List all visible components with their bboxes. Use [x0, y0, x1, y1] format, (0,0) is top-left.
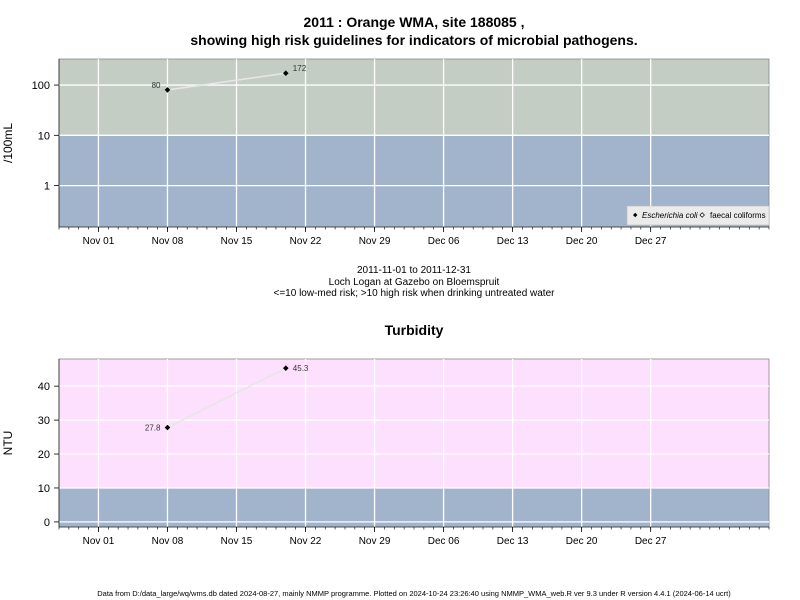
x-tick-label: Dec 20	[566, 536, 598, 547]
legend-filled-diamond-icon	[633, 212, 638, 218]
chart1-title-line2: showing high risk guidelines for indicat…	[190, 32, 637, 48]
chart2-grid	[59, 359, 769, 527]
data-point-diamond	[283, 365, 289, 371]
data-point-diamond	[283, 70, 289, 77]
x-tick-label: Nov 08	[152, 536, 184, 547]
y-tick-label: 1	[44, 181, 50, 193]
data-point-diamond	[164, 87, 171, 93]
chart1-axes: Nov 01 Nov 08 Nov 15 Nov 22 Nov 29 Dec 06 Dec …	[32, 59, 770, 247]
chart2-background	[58, 358, 770, 528]
high-risk-band	[59, 59, 769, 136]
chart1-y-axis-label: /100mL	[1, 123, 15, 163]
x-tick-label: Dec 27	[635, 536, 667, 547]
x-tick-label: Nov 15	[221, 236, 253, 247]
x-tick-label: Dec 06	[428, 536, 460, 547]
legend-box	[626, 205, 770, 226]
data-label: 45.3	[293, 364, 309, 373]
y-tick-label: 100	[32, 80, 50, 92]
chart2-axes: Nov 01 Nov 08 Nov 15 Nov 22 Nov 29 Dec 06 Dec …	[38, 359, 770, 547]
data-label: 80	[152, 81, 161, 90]
x-tick-label: Nov 22	[290, 536, 322, 547]
data-label: 27.8	[145, 424, 161, 433]
y-tick-label: 20	[38, 449, 50, 461]
location-text: Loch Logan at Gazebo on Bloemspruit	[329, 277, 500, 288]
x-tick-label: Dec 13	[497, 236, 529, 247]
footer-text: Data from D:/data_large/wq/wms.db dated …	[97, 589, 731, 598]
x-tick-label: Nov 22	[290, 236, 322, 247]
chart2-y-axis-label: NTU	[1, 431, 15, 456]
chart2-series: 27.8 45.3	[145, 364, 309, 432]
chart1-title-line1: 2011 : Orange WMA, site 188085 ,	[304, 14, 525, 30]
x-tick-label: Dec 27	[635, 236, 667, 247]
x-tick-label: Dec 20	[566, 236, 598, 247]
low-risk-band	[59, 487, 769, 527]
y-tick-label: 10	[38, 130, 50, 142]
x-tick-label: Nov 08	[152, 236, 184, 247]
x-tick-label: Dec 06	[428, 236, 460, 247]
legend-open-diamond-icon	[699, 212, 705, 218]
chart1-grid	[59, 59, 769, 227]
series-line	[167, 72, 286, 91]
x-tick-label: Nov 01	[83, 536, 115, 547]
chart2-title: Turbidity	[385, 322, 444, 338]
risk-note-text: <=10 low-med risk; >10 high risk when dr…	[274, 288, 556, 299]
x-tick-label: Dec 13	[497, 536, 529, 547]
chart1-background	[58, 58, 770, 228]
x-tick-label: Nov 01	[83, 236, 115, 247]
date-range-text: 2011-11-01 to 2011-12-31	[357, 265, 471, 276]
data-point-diamond	[164, 424, 171, 431]
data-label: 172	[293, 64, 307, 73]
chart1-series: 80 172	[152, 64, 307, 93]
y-tick-label: 10	[38, 483, 50, 495]
x-tick-label: Nov 29	[359, 236, 391, 247]
chart1-legend: Escherichia coli faecal coliforms	[626, 205, 770, 226]
high-risk-band	[59, 359, 769, 488]
x-tick-label: Nov 29	[359, 536, 391, 547]
series-line	[167, 367, 287, 429]
y-tick-label: 40	[38, 381, 50, 393]
x-tick-label: Nov 15	[221, 536, 253, 547]
y-tick-label: 0	[44, 517, 50, 529]
y-tick-label: 30	[38, 415, 50, 427]
legend-item-ecoli: Escherichia coli	[642, 211, 698, 220]
legend-item-faecal-coliforms: faecal coliforms	[710, 211, 766, 220]
